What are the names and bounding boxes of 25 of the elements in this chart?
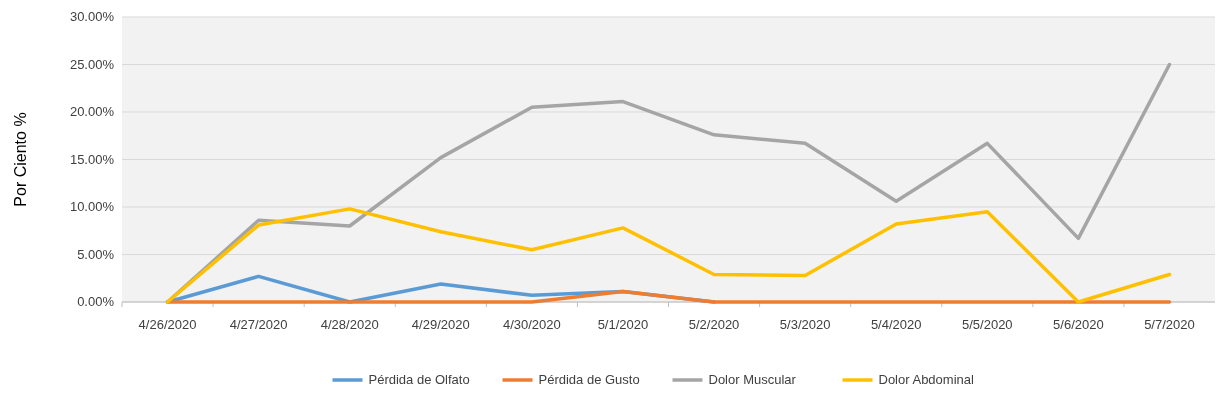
y-tick-label: 0.00%: [77, 294, 115, 309]
x-tick-label: 5/2/2020: [688, 317, 740, 332]
legend-label: Pérdida de Gusto: [538, 372, 640, 387]
y-tick-label: 20.00%: [69, 104, 115, 119]
y-tick-label: 25.00%: [69, 56, 115, 72]
legend-label: Dolor Muscular: [708, 372, 797, 387]
x-tick-label: 5/1/2020: [597, 317, 649, 332]
legend-label: Pérdida de Olfato: [368, 372, 470, 387]
x-tick-label: 5/5/2020: [961, 317, 1013, 332]
x-tick-label: 5/7/2020: [1144, 317, 1195, 332]
y-tick-label: 5.00%: [77, 246, 115, 262]
x-tick-label: 4/30/2020: [502, 317, 561, 332]
y-axis-title: Por Ciento %: [12, 112, 29, 207]
y-tick-label: 10.00%: [69, 199, 115, 214]
x-tick-label: 5/6/2020: [1053, 317, 1104, 332]
x-tick-label: 5/4/2020: [870, 317, 922, 332]
x-tick-label: 4/28/2020: [320, 317, 379, 332]
x-tick-label: 5/3/2020: [779, 317, 831, 332]
line-series: [165, 207, 1172, 304]
x-tick-label: 4/29/2020: [411, 317, 470, 332]
y-tick-label: 15.00%: [69, 151, 115, 167]
x-tick-label: 4/27/2020: [229, 317, 288, 332]
y-tick-label: 30.00%: [69, 9, 115, 24]
x-tick-label: 4/26/2020: [138, 317, 197, 332]
legend-label: Dolor Abdominal: [878, 372, 974, 387]
